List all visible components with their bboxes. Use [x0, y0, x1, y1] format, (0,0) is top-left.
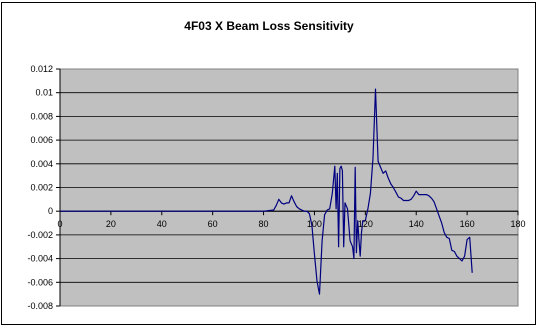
chart-title: 4F03 X Beam Loss Sensitivity	[184, 19, 354, 33]
series-layer	[60, 88, 473, 295]
x-tick-label: 80	[259, 219, 269, 229]
series-line	[60, 88, 473, 295]
x-tick-label: 0	[57, 219, 62, 229]
y-tick-label: -0.002	[27, 230, 53, 240]
y-tick-label: 0.012	[30, 64, 53, 74]
y-tick-label: 0.002	[30, 183, 53, 193]
x-tick-labels: 0 20 40 60 80 100 120 140 160 180	[57, 219, 525, 229]
y-tick-label: 0.01	[35, 88, 53, 98]
y-tick-label: 0.004	[30, 159, 53, 169]
y-tick-label: 0	[48, 206, 53, 216]
y-tick-label: -0.004	[27, 254, 53, 264]
x-tick-label: 40	[157, 219, 167, 229]
x-tick-label: 120	[358, 219, 373, 229]
x-tick-label: 140	[409, 219, 424, 229]
x-tick-label: 180	[510, 219, 525, 229]
y-tick-label: -0.008	[27, 301, 53, 311]
y-tick-label: 0.006	[30, 135, 53, 145]
y-tick-labels: -0.008 -0.006 -0.004 -0.002 0 0.002 0.004 0.006…	[27, 64, 53, 311]
x-tick-label: 160	[460, 219, 475, 229]
x-tick-label: 20	[106, 219, 116, 229]
x-tick-label: 60	[208, 219, 218, 229]
y-tick-label: -0.006	[27, 277, 53, 287]
x-tick-label: 100	[307, 219, 322, 229]
y-tick-label: 0.008	[30, 111, 53, 121]
